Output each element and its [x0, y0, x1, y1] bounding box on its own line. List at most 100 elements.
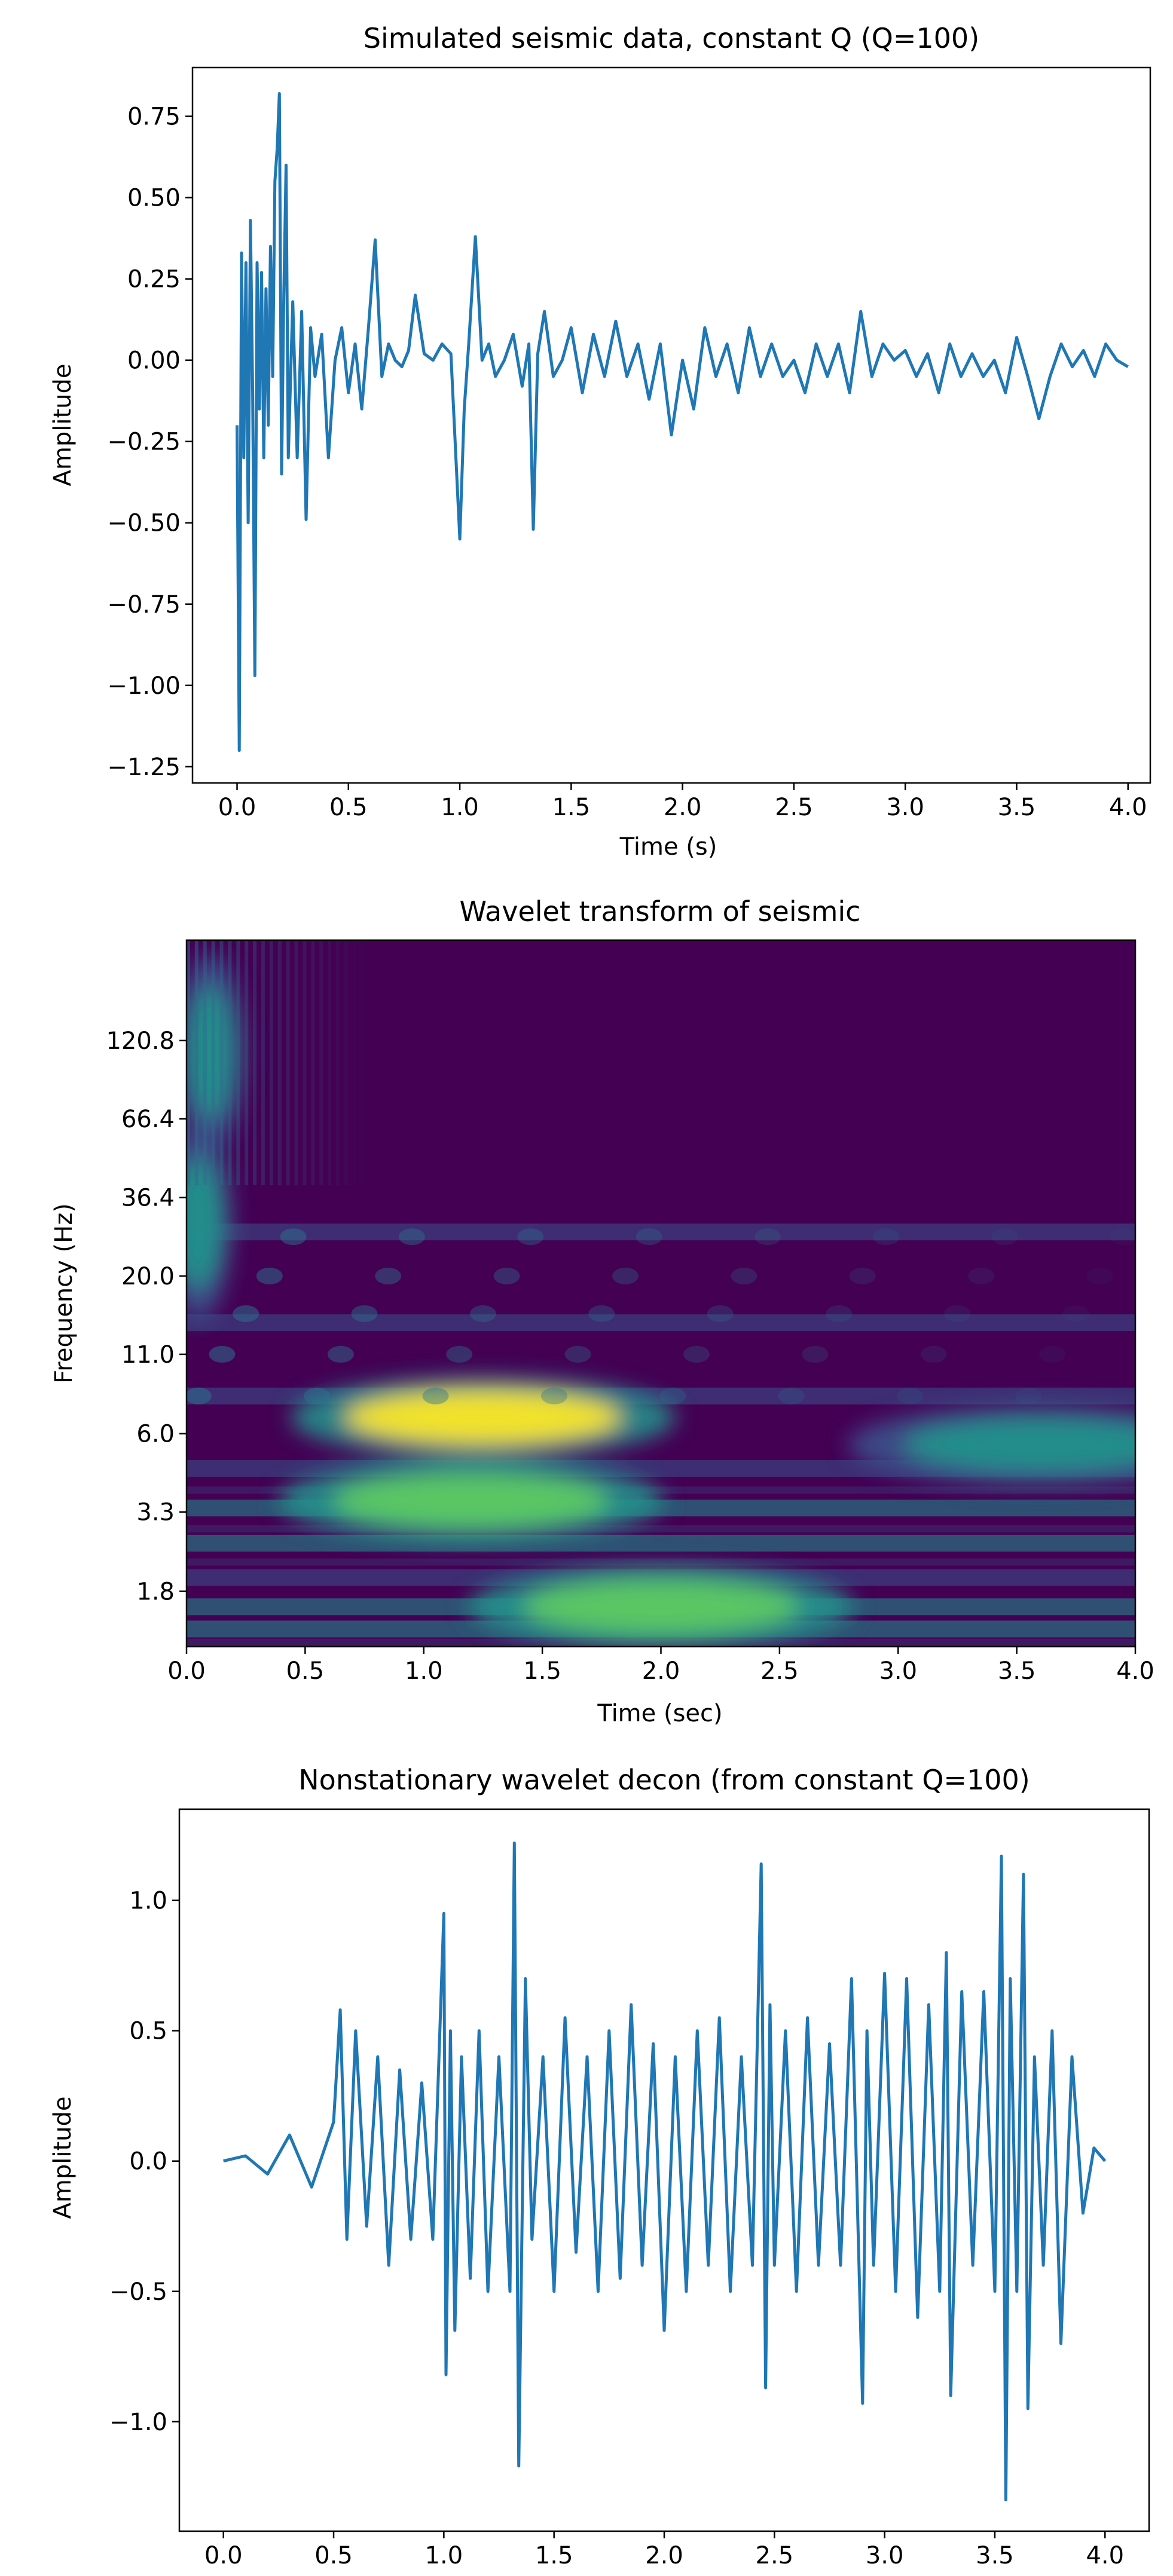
wavelet-cell [849, 1267, 876, 1284]
x-tick-label: 1.5 [535, 2542, 573, 2569]
y-tick-label: 1.8 [136, 1578, 175, 1605]
y-tick-label: 1.0 [129, 1887, 167, 1915]
x-tick-label: 1.0 [425, 2542, 463, 2569]
wavelet-cell [327, 1345, 354, 1363]
hf-stripe [361, 940, 365, 1185]
wavelet-cell [1110, 1228, 1135, 1246]
energy-blob [523, 1580, 799, 1634]
wavelet-cell [636, 1228, 662, 1246]
y-tick-label: −1.25 [107, 754, 181, 781]
wavelet-cell [256, 1267, 283, 1284]
wavelet-axes-frame [185, 939, 1137, 1648]
x-tick-label: 2.0 [642, 1657, 680, 1685]
x-tick-label: 2.5 [760, 1657, 799, 1685]
y-tick-label: −1.00 [107, 672, 181, 700]
y-tick-label: −0.25 [107, 429, 181, 456]
wavelet-cell [493, 1267, 520, 1284]
wavelet-cell [422, 1387, 449, 1405]
x-tick-label: 3.5 [998, 794, 1036, 821]
y-tick-label: −0.5 [109, 2278, 167, 2306]
y-tick-label: 120.8 [106, 1027, 175, 1055]
wavelet-cell [754, 1228, 781, 1246]
x-tick-label: 0.5 [329, 794, 368, 821]
wavelet-cell [944, 1305, 971, 1322]
wavelet-cell [778, 1387, 805, 1405]
y-tick-label: 0.75 [127, 103, 181, 131]
wavelet-cell [683, 1345, 710, 1363]
x-tick-label: 2.0 [664, 794, 702, 821]
x-tick-label: 3.5 [998, 1657, 1036, 1685]
x-tick-label: 0.5 [286, 1657, 325, 1685]
hf-stripe [253, 940, 257, 1186]
x-tick-label: 4.0 [1116, 1657, 1154, 1685]
wavelet-cell [897, 1387, 924, 1405]
decon-ticks: 0.0 0.5 1.0 1.5 2.0 2.5 3.0 3.5 4.0 1.0 0.5 0.0 −0.5… [109, 1887, 1124, 2569]
wavelet-cell [991, 1228, 1018, 1246]
x-tick-label: 3.5 [976, 2542, 1014, 2569]
wavelet-energy-blobs [187, 954, 1135, 1647]
y-tick-label: −1.0 [109, 2409, 167, 2436]
seismic-panel: Simulated seismic data, constant Q (Q=10… [49, 22, 1151, 861]
wavelet-cell [446, 1345, 473, 1363]
y-tick-label: 0.5 [129, 2018, 167, 2045]
hf-stripe [194, 940, 198, 1186]
decon-ylabel: Amplitude [49, 2097, 77, 2219]
x-tick-label: 4.0 [1109, 794, 1147, 821]
decon-title: Nonstationary wavelet decon (from consta… [298, 1764, 1030, 1796]
hf-stripe [269, 940, 273, 1186]
energy-blob [187, 1157, 222, 1289]
y-tick-label: 0.25 [127, 266, 181, 293]
x-tick-label: 4.0 [1086, 2542, 1124, 2569]
x-tick-label: 3.0 [886, 794, 924, 821]
energy-blob [345, 1390, 621, 1445]
x-tick-label: 2.5 [756, 2542, 794, 2569]
x-tick-label: 3.0 [866, 2542, 904, 2569]
wavelet-cell [1015, 1387, 1042, 1405]
hf-stripe [277, 940, 282, 1186]
x-tick-label: 0.0 [218, 794, 256, 821]
wavelet-cell [187, 1387, 212, 1405]
hf-stripe [245, 940, 249, 1186]
y-tick-label: 0.00 [127, 347, 181, 375]
wavelet-cell [802, 1345, 829, 1363]
wavelet-ylabel: Frequency (Hz) [50, 1203, 78, 1384]
x-tick-label: 3.0 [879, 1657, 917, 1685]
frequency-band [187, 1223, 1135, 1241]
wavelet-ticks: 0.0 0.5 1.0 1.5 2.0 2.5 3.0 3.5 4.0 120.8 66.4 36.4… [106, 1027, 1154, 1685]
hf-stripe [344, 940, 348, 1186]
y-tick-label: 3.3 [136, 1499, 175, 1526]
wavelet-cell [280, 1228, 307, 1246]
wavelet-cell [1086, 1267, 1113, 1284]
wavelet-cell [1039, 1345, 1066, 1363]
wavelet-cell [707, 1305, 734, 1322]
energy-blob [334, 1473, 609, 1528]
x-tick-label: 0.0 [204, 2542, 243, 2569]
hf-stripe [203, 940, 207, 1186]
wavelet-cell [920, 1345, 947, 1363]
wavelet-panel: Wavelet transform of seismic Frequency (… [50, 895, 1154, 1727]
x-tick-label: 1.0 [441, 794, 479, 821]
hf-stripe [319, 940, 323, 1186]
seismic-title: Simulated seismic data, constant Q (Q=10… [363, 22, 979, 54]
band-gap [187, 1558, 1135, 1566]
frequency-band [187, 1534, 1135, 1552]
hf-stripe [187, 940, 190, 1186]
hf-stripe [303, 940, 307, 1186]
wavelet-cell [564, 1345, 591, 1363]
y-tick-label: 0.0 [129, 2148, 167, 2176]
hf-stripe [236, 940, 240, 1186]
wavelet-cell [351, 1305, 378, 1322]
wavelet-cell [517, 1228, 544, 1246]
y-tick-label: 20.0 [121, 1263, 175, 1290]
wavelet-cell [873, 1228, 900, 1246]
seismic-ylabel: Amplitude [49, 364, 77, 487]
hf-stripe [228, 940, 232, 1186]
wavelet-cell [304, 1387, 331, 1405]
wavelet-xlabel: Time (sec) [597, 1700, 722, 1727]
hf-stripe [261, 940, 265, 1186]
hf-stripe [328, 940, 332, 1186]
wavelet-cell [540, 1387, 567, 1405]
hf-stripe [294, 940, 298, 1186]
wavelet-cell [469, 1305, 496, 1322]
